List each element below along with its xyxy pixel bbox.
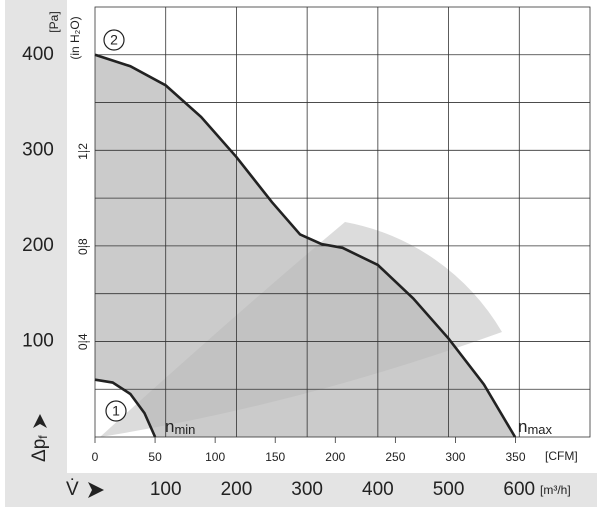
x2-tick-label: 150 bbox=[265, 450, 285, 464]
x2-unit: [CFM] bbox=[545, 449, 578, 463]
x2-tick-label: 200 bbox=[325, 450, 345, 464]
curve-label: nmin bbox=[165, 417, 195, 437]
y2-unit: (in H₂O) bbox=[68, 16, 82, 59]
y-unit: [Pa] bbox=[47, 11, 61, 32]
curve-marker bbox=[103, 29, 125, 51]
y2-tick-label: 0.8 bbox=[76, 238, 90, 255]
y-label-base: Δp bbox=[29, 439, 50, 462]
x2-tick-label: 250 bbox=[385, 450, 405, 464]
x-tick-label: 100 bbox=[150, 479, 182, 500]
x2-tick-label: 50 bbox=[148, 450, 162, 464]
speed-curve bbox=[94, 378, 157, 438]
x-tick-label: 600 bbox=[503, 479, 535, 500]
x-arrow bbox=[88, 482, 104, 498]
x-tick-label: 300 bbox=[291, 479, 323, 500]
x-unit: [m³/h] bbox=[540, 483, 571, 497]
y-tick-label: 400 bbox=[22, 44, 54, 65]
curve-label-base: n bbox=[518, 417, 527, 436]
curve-label-sub: max bbox=[527, 422, 552, 437]
x2-tick-label: 300 bbox=[445, 450, 465, 464]
y2-tick-label: 1.2 bbox=[76, 143, 90, 160]
curve-marker-label: 2 bbox=[110, 32, 118, 48]
y-label: Δpf bbox=[29, 435, 50, 462]
y-tick-label: 200 bbox=[22, 235, 54, 256]
y2-tick-label: 0.4 bbox=[76, 333, 90, 350]
y-arrow bbox=[33, 414, 47, 428]
x2-tick-label: 100 bbox=[205, 450, 225, 464]
y-tick-label: 100 bbox=[22, 330, 54, 351]
curve-marker bbox=[105, 400, 127, 422]
x-tick-label: 200 bbox=[221, 479, 253, 500]
plot-frame bbox=[94, 6, 591, 438]
x-label: V̇ bbox=[66, 479, 79, 500]
y-label-sub: f bbox=[36, 435, 50, 439]
curve-marker-label: 1 bbox=[112, 403, 120, 419]
curve-label-sub: min bbox=[174, 422, 195, 437]
y-tick-label: 300 bbox=[22, 139, 54, 160]
x-tick-label: 500 bbox=[433, 479, 465, 500]
curve-label: nmax bbox=[518, 417, 553, 437]
x2-tick-label: 350 bbox=[505, 450, 525, 464]
speed-curve bbox=[94, 53, 517, 438]
x-tick-label: 400 bbox=[362, 479, 394, 500]
x2-tick-label: 0 bbox=[92, 450, 99, 464]
curve-label-base: n bbox=[165, 417, 174, 436]
